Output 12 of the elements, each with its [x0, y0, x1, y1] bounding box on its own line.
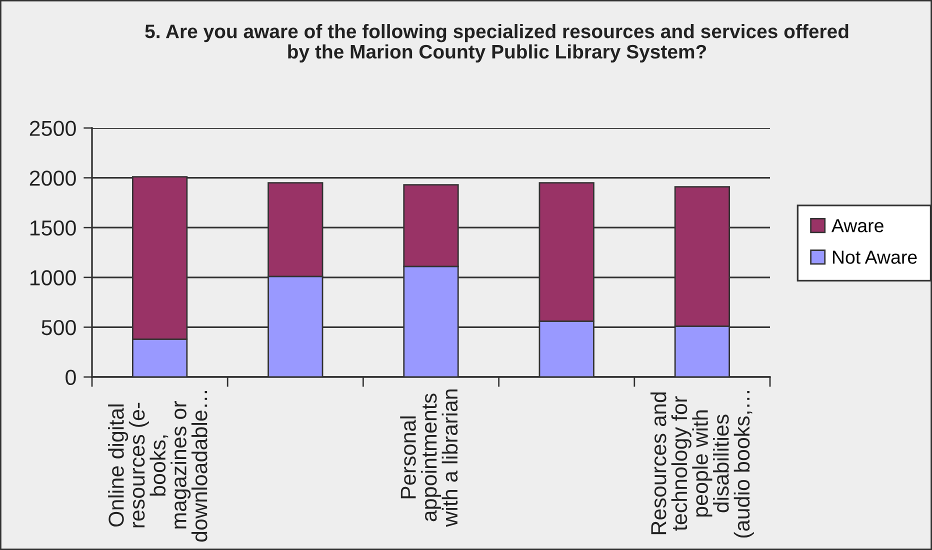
y-tick-label: 1000	[30, 270, 76, 286]
y-tick-label: 2500	[30, 120, 76, 136]
legend-label: Not Aware	[832, 250, 917, 264]
x-tick-label: Online digital resources (e- books, magazines or downloadable…	[108, 391, 208, 542]
x-tick-label: Personal appointments with a librarian	[400, 390, 458, 527]
chart-title: 5. Are you aware of the following specialized resources and services offered by the Marion County Public Library System?	[145, 24, 848, 62]
y-tick-label: 0	[66, 370, 76, 386]
y-tick-label: 2000	[30, 170, 76, 186]
y-tick-label: 500	[42, 320, 76, 336]
legend-label: Aware	[831, 219, 884, 232]
x-tick-label: Resources and technology for people with disabilities (audio books,…	[650, 391, 754, 538]
y-tick-label: 1500	[30, 220, 76, 236]
